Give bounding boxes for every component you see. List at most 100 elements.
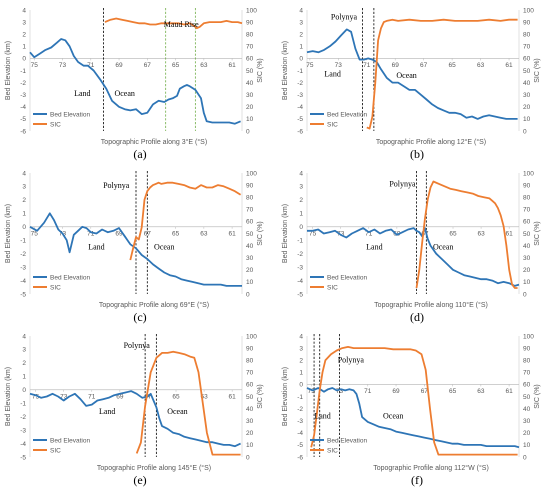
sic-line [129,181,242,261]
x-tick-label: 63 [477,62,485,69]
sic-line [415,180,518,289]
chart-panel: -6-5-4-3-2-10123401020304050607080901007… [282,333,541,487]
y2-tick-label: 20 [523,267,531,274]
annotation-label: Ocean [114,89,134,98]
y-tick-label: 1 [299,370,303,377]
y-tick-label: 2 [299,197,303,204]
bed-elevation-line [306,387,520,449]
y-tick-label: -3 [297,418,303,425]
x-tick-label: 67 [420,62,428,69]
y2-tick-label: 30 [523,92,531,99]
x-tick-label: 67 [421,388,429,395]
x-tick-label: 75 [306,62,314,69]
y-tick-label: -1 [297,68,303,75]
y-axis-title: Bed Elevation (km) [5,41,12,100]
y2-tick-label: 50 [246,394,254,401]
annotation-label: Polynya [338,356,365,365]
y2-tick-label: 10 [246,279,254,286]
x-tick-label: 65 [449,62,457,69]
y-tick-label: 1 [22,211,26,218]
x-tick-label: 69 [115,230,123,237]
y-tick-label: 1 [22,374,26,381]
legend-sic-label: SIC [327,121,338,128]
y-tick-label: -5 [20,116,26,123]
y-tick-label: -2 [297,406,303,413]
sic-line [310,345,518,456]
y2-tick-label: 50 [246,68,254,75]
y2-tick-label: 100 [246,333,257,340]
y2-tick-label: 40 [523,243,531,250]
annotation-label: Ocean [396,71,416,80]
chart-panel: -6-5-4-3-2-10123401020304050607080901007… [282,7,541,161]
x-tick-label: 65 [172,393,180,400]
x-axis-title: Topographic Profile along 69°E (°S) [99,301,209,309]
y2-tick-label: 40 [246,80,254,87]
y2-tick-label: 40 [523,80,531,87]
y-tick-label: 0 [299,56,303,63]
y2-axis-title: SIC (%) [257,221,264,246]
y-tick-label: 0 [299,382,303,389]
y2-tick-label: 0 [246,291,250,298]
x-tick-label: 73 [60,393,68,400]
y2-tick-label: 90 [246,345,254,352]
y-tick-label: -4 [20,104,26,111]
y-tick-label: 4 [299,170,303,177]
y-tick-label: -4 [20,278,26,285]
chart-panel: -6-5-4-3-2-10123401020304050607080901007… [5,7,264,161]
annotation-label: Land [324,70,340,79]
y-tick-label: 4 [22,333,26,340]
bed-elevation-line [306,28,518,120]
x-axis-title: Topographic Profile along 145°E (°S) [97,464,211,472]
y-tick-label: 4 [22,7,26,14]
y2-tick-label: 70 [523,370,531,377]
y-tick-label: -5 [20,454,26,461]
x-tick-label: 63 [200,393,208,400]
y2-axis-title: SIC (%) [257,58,264,83]
x-tick-label: 71 [87,230,95,237]
annotation-label: Polynya [124,341,151,350]
y-tick-label: 2 [299,358,303,365]
y2-tick-label: 50 [523,231,531,238]
y-axis-title: Bed Elevation (km) [5,204,12,263]
y-tick-label: -6 [297,128,303,135]
x-tick-label: 61 [505,62,513,69]
y-tick-label: 4 [299,333,303,340]
y2-tick-label: 50 [523,68,531,75]
y-tick-label: 2 [299,32,303,39]
y-tick-label: 3 [22,19,26,26]
x-tick-label: 63 [200,62,208,69]
x-axis-title: Topographic Profile along 3°E (°S) [101,138,207,146]
y-axis-title: Bed Elevation (km) [282,41,289,100]
y-tick-label: 2 [22,32,26,39]
y-tick-label: 3 [299,345,303,352]
y-tick-label: 4 [22,170,26,177]
annotation-label: Land [314,411,330,420]
y-tick-label: -5 [20,291,26,298]
y2-tick-label: 90 [246,182,254,189]
y2-axis-title: SIC (%) [534,384,541,409]
legend-sic-label: SIC [50,447,61,454]
y2-axis-title: SIC (%) [534,221,541,246]
x-tick-label: 71 [365,230,373,237]
y2-tick-label: 100 [523,7,534,14]
y-tick-label: 3 [22,184,26,191]
y2-tick-label: 20 [523,104,531,111]
y2-tick-label: 30 [246,92,254,99]
x-tick-label: 65 [449,230,457,237]
x-tick-label: 75 [31,230,39,237]
y2-tick-label: 40 [246,406,254,413]
x-tick-label: 67 [421,230,429,237]
bed-elevation-line [29,38,241,125]
y-tick-label: 0 [22,224,26,231]
x-tick-label: 71 [364,388,372,395]
y2-tick-label: 20 [246,267,254,274]
annotation-label: Land [74,89,90,98]
y-tick-label: -5 [297,291,303,298]
y2-tick-label: 60 [523,56,531,63]
y-tick-label: -4 [297,430,303,437]
bed-elevation-line [307,227,520,287]
y-tick-label: -1 [20,68,26,75]
